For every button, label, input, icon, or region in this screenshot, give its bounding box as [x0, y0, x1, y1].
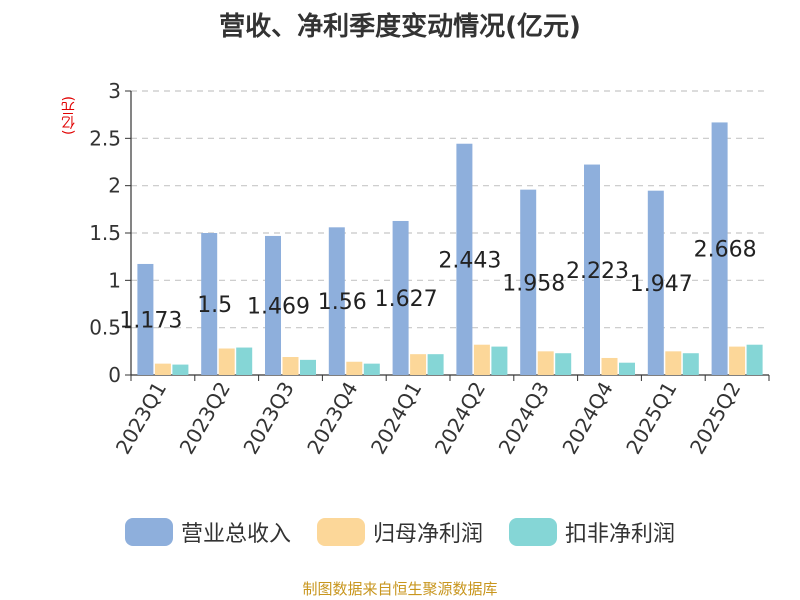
- chart-title: 营收、净利季度变动情况(亿元): [219, 12, 581, 42]
- x-tick-label: 2024Q3: [494, 378, 554, 459]
- data-label-revenue: 2.443: [438, 248, 501, 273]
- bar-deducted-net-profit: [682, 353, 699, 375]
- data-label-revenue: 1.56: [318, 290, 367, 315]
- bar-net-profit: [218, 348, 235, 375]
- y-tick-label: 1.5: [89, 221, 121, 245]
- bar-net-profit: [154, 363, 171, 375]
- x-tick-label: 2023Q3: [238, 378, 298, 459]
- bar-revenue: [265, 235, 281, 375]
- bar-revenue: [456, 143, 473, 375]
- bar-revenue: [328, 227, 345, 375]
- legend-swatch-net-profit: [316, 518, 365, 546]
- bar-deducted-net-profit: [491, 346, 508, 375]
- legend-swatch-revenue: [124, 518, 173, 546]
- y-tick-label: 0: [108, 363, 121, 387]
- bar-deducted-net-profit: [363, 363, 380, 375]
- bar-deducted-net-profit: [746, 344, 763, 375]
- bar-deducted-net-profit: [619, 362, 635, 375]
- legend-item-deducted-net-profit[interactable]: 扣非净利润: [509, 516, 675, 548]
- x-tick-label: 2023Q2: [175, 378, 235, 459]
- bar-net-profit: [410, 354, 427, 375]
- y-tick-label: 2.5: [89, 126, 121, 150]
- x-tick-label: 2023Q1: [111, 378, 171, 459]
- bar-deducted-net-profit: [555, 353, 572, 375]
- y-tick-label: 2: [108, 174, 121, 198]
- bar-net-profit: [665, 351, 682, 375]
- x-tick-label: 2025Q1: [621, 378, 681, 459]
- bar-net-profit: [282, 357, 299, 375]
- bar-revenue: [201, 233, 218, 375]
- bar-revenue: [711, 122, 728, 375]
- legend: 营业总收入 归母净利润 扣非净利润: [0, 516, 800, 548]
- x-tick-label: 2023Q4: [302, 378, 362, 459]
- x-tick-label: 2025Q2: [685, 378, 745, 459]
- y-tick-label: 1: [108, 268, 121, 292]
- bar-revenue: [392, 220, 409, 375]
- data-label-revenue: 2.668: [694, 238, 757, 263]
- bar-deducted-net-profit: [300, 359, 316, 375]
- bar-revenue: [137, 263, 154, 375]
- bar-revenue: [584, 164, 600, 375]
- data-label-revenue: 1.627: [375, 287, 438, 312]
- bar-deducted-net-profit: [172, 364, 189, 375]
- legend-item-net-profit[interactable]: 归母净利润: [316, 516, 483, 548]
- data-source-note: 制图数据来自恒生聚源数据库: [302, 580, 498, 598]
- data-label-revenue: 2.223: [566, 259, 629, 284]
- data-label-revenue: 1.469: [247, 294, 310, 319]
- bar-revenue: [647, 190, 664, 375]
- y-tick-label: 0.5: [89, 316, 121, 340]
- data-label-revenue: 1.958: [502, 271, 565, 296]
- bar-revenue: [520, 189, 537, 375]
- legend-item-revenue[interactable]: 营业总收入: [124, 516, 291, 548]
- legend-label-deducted-net-profit: 扣非净利润: [565, 522, 676, 547]
- x-tick-label: 2024Q4: [557, 378, 617, 459]
- bar-deducted-net-profit: [427, 354, 444, 375]
- bar-net-profit: [346, 361, 363, 375]
- data-label-revenue: 1.173: [119, 308, 182, 333]
- bar-net-profit: [473, 344, 490, 375]
- x-tick-label: 2024Q1: [366, 378, 426, 459]
- x-tick-label: 2024Q2: [430, 378, 490, 459]
- legend-label-net-profit: 归母净利润: [372, 522, 483, 547]
- legend-swatch-deducted-net-profit: [509, 518, 557, 546]
- data-label-revenue: 1.5: [197, 293, 232, 318]
- data-label-revenue: 1.947: [630, 272, 693, 297]
- y-tick-label: 3: [108, 79, 121, 103]
- bar-net-profit: [537, 351, 554, 375]
- bar-net-profit: [729, 346, 746, 375]
- bar-deducted-net-profit: [236, 347, 253, 375]
- legend-label-revenue: 营业总收入: [180, 522, 291, 547]
- bar-net-profit: [601, 357, 618, 375]
